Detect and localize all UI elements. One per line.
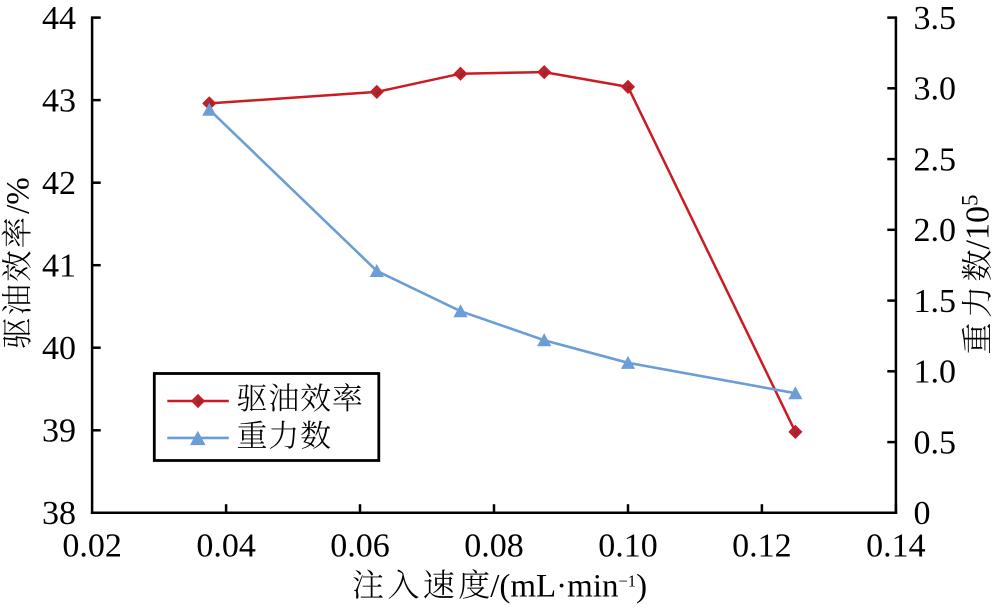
svg-text:1.5: 1.5 — [914, 283, 957, 320]
svg-text:0.10: 0.10 — [598, 528, 658, 565]
svg-text:0.08: 0.08 — [464, 528, 524, 565]
svg-text:0: 0 — [914, 495, 931, 532]
svg-text:0.5: 0.5 — [914, 424, 957, 461]
svg-text:41: 41 — [42, 248, 76, 285]
svg-text:0.14: 0.14 — [866, 528, 926, 565]
svg-text:0.06: 0.06 — [330, 528, 390, 565]
svg-text:38: 38 — [42, 495, 76, 532]
svg-text:40: 40 — [42, 330, 76, 367]
svg-text:43: 43 — [42, 82, 76, 119]
svg-text:44: 44 — [42, 0, 76, 37]
svg-text:0.12: 0.12 — [732, 528, 792, 565]
svg-text:/(mL·min−1): /(mL·min−1) — [490, 568, 647, 604]
svg-text:/%: /% — [0, 177, 36, 214]
svg-text:3.5: 3.5 — [914, 0, 957, 37]
svg-text:3.0: 3.0 — [914, 71, 957, 108]
svg-text:0.02: 0.02 — [62, 528, 122, 565]
svg-text:1.0: 1.0 — [914, 354, 957, 391]
svg-text:2.5: 2.5 — [914, 141, 957, 178]
svg-text:39: 39 — [42, 413, 76, 450]
svg-text:0.04: 0.04 — [196, 528, 256, 565]
svg-text:42: 42 — [42, 165, 76, 202]
svg-text:2.0: 2.0 — [914, 212, 957, 249]
